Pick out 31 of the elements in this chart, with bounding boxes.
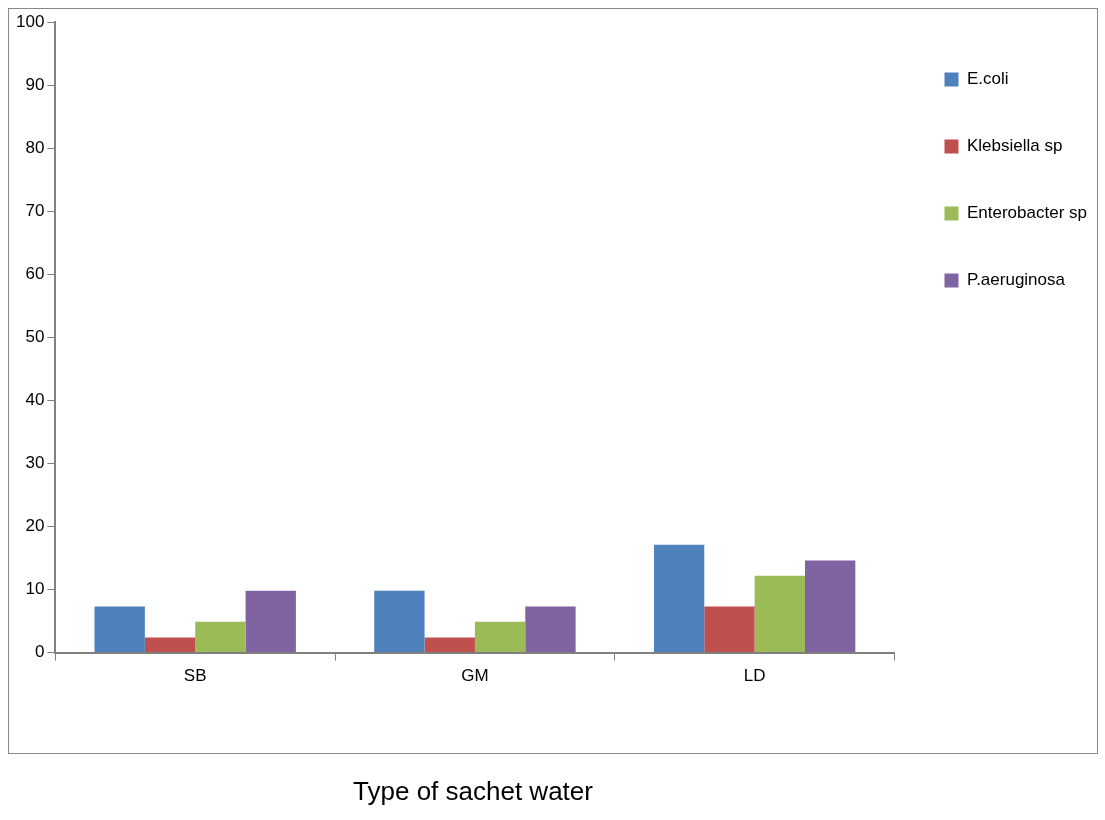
legend-label: Enterobacter sp	[966, 203, 1087, 223]
bar	[195, 621, 246, 653]
bar	[754, 575, 805, 653]
y-tick-label: 0	[34, 642, 45, 662]
y-tick-label: 50	[25, 327, 45, 347]
bar	[144, 637, 196, 653]
bar	[424, 637, 475, 653]
x-tick-label: LD	[743, 666, 766, 686]
bar	[374, 590, 425, 653]
bar	[525, 606, 576, 653]
x-axis-title: Type of sachet water	[352, 776, 594, 807]
legend-label: E.coli	[966, 69, 1009, 89]
legend-label: P.aeruginosa	[966, 270, 1066, 290]
y-tick-label: 100	[15, 11, 45, 31]
bar	[474, 621, 526, 653]
y-tick-label: 90	[25, 74, 45, 94]
x-tick-label: GM	[461, 666, 489, 686]
y-tick-label: 70	[25, 201, 45, 221]
y-tick-label: 80	[25, 137, 45, 157]
bar	[704, 606, 755, 653]
x-tick-label: SB	[183, 666, 207, 686]
bar	[94, 606, 145, 653]
y-tick-label: 30	[25, 453, 45, 473]
bar	[653, 544, 705, 653]
y-tick-label: 40	[25, 390, 45, 410]
bar	[245, 590, 296, 653]
bar	[804, 560, 856, 653]
legend-label: Klebsiella sp	[966, 136, 1063, 156]
y-tick-label: 10	[25, 579, 45, 599]
y-tick-label: 60	[25, 264, 45, 284]
y-tick-label: 20	[25, 516, 45, 536]
